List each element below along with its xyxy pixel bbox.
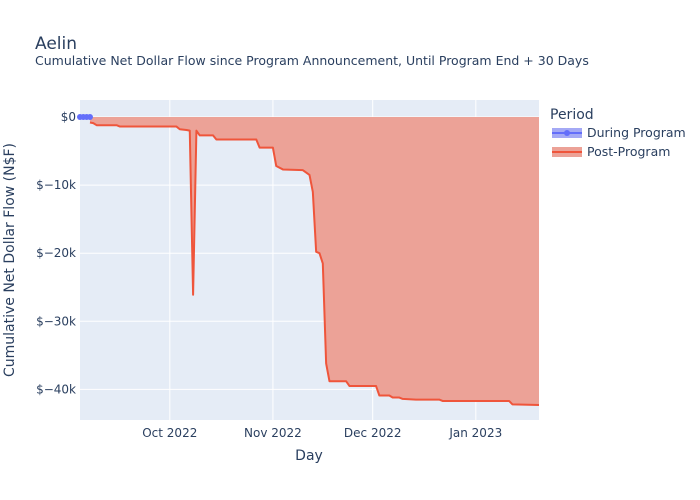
- line-post-program: [89, 121, 540, 407]
- x-tick-label: Nov 2022: [244, 426, 302, 440]
- area-post-program: [89, 117, 539, 406]
- chart-subtitle: Cumulative Net Dollar Flow since Program…: [35, 53, 589, 68]
- x-tick-label: Jan 2023: [448, 426, 502, 440]
- legend-item-post-program[interactable]: Post-Program: [552, 144, 670, 159]
- legend-label-during-program: During Program: [587, 125, 686, 140]
- y-tick-label: $−20k: [36, 246, 76, 260]
- y-tick-label: $−40k: [36, 382, 76, 396]
- legend-item-during-program[interactable]: During Program: [552, 125, 686, 140]
- legend-title: Period: [550, 107, 594, 123]
- x-axis-title: Day: [295, 448, 323, 464]
- legend-label-post-program: Post-Program: [587, 144, 670, 159]
- y-tick-label: $0: [61, 110, 76, 124]
- chart-title: Aelin: [35, 34, 78, 54]
- y-tick-label: $−10k: [36, 178, 76, 192]
- legend: Period During Program Post-Program: [550, 107, 686, 159]
- y-tick-label: $−30k: [36, 314, 76, 328]
- x-tick-label: Oct 2022: [142, 426, 197, 440]
- x-tick-label: Dec 2022: [344, 426, 402, 440]
- y-axis-title: Cumulative Net Dollar Flow (N$F): [2, 143, 18, 377]
- legend-swatch-marker: [564, 130, 570, 136]
- data-point-during-program[interactable]: [86, 114, 93, 121]
